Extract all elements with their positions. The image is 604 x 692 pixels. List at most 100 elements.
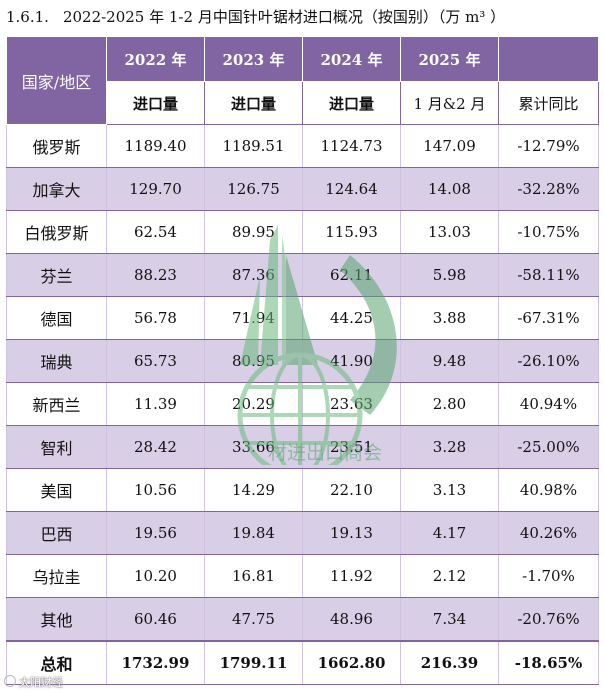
value-2022-cell: 10.20 [106, 554, 205, 598]
region-cell: 芬兰 [6, 253, 107, 297]
value-2022-cell: 60.46 [106, 597, 205, 642]
yoy-cell: -12.79% [498, 124, 599, 168]
table-row: 巴西 19.56 19.84 19.13 4.17 40.26% [6, 511, 599, 555]
value-2024-cell: 23.51 [302, 425, 401, 469]
value-2022-cell: 19.56 [106, 511, 205, 555]
year-header-2023: 2023 年 [204, 36, 303, 82]
region-cell: 智利 [6, 425, 107, 469]
value-2023-cell: 16.81 [204, 554, 303, 598]
value-2025-cell: 3.13 [400, 468, 499, 512]
region-cell: 巴西 [6, 511, 107, 555]
yoy-cell: -1.70% [498, 554, 599, 598]
value-2022-cell: 10.56 [106, 468, 205, 512]
value-2023-cell: 87.36 [204, 253, 303, 297]
source-logo-icon [4, 675, 16, 687]
value-2024-cell: 124.64 [302, 167, 401, 211]
year-header-2025: 2025 年 [400, 36, 499, 82]
year-header-2022: 2022 年 [106, 36, 205, 82]
value-2025-cell: 3.28 [400, 425, 499, 469]
table-row: 白俄罗斯 62.54 89.95 115.93 13.03 -10.75% [6, 210, 599, 254]
table-row: 俄罗斯 1189.40 1189.51 1124.73 147.09 -12.7… [6, 124, 599, 168]
yoy-cell: 40.26% [498, 511, 599, 555]
value-2024-cell: 41.90 [302, 339, 401, 383]
source-watermark-text: 太阳财经 [19, 676, 63, 689]
value-2023-cell: 126.75 [204, 167, 303, 211]
value-2023-cell: 19.84 [204, 511, 303, 555]
yoy-cell: -26.10% [498, 339, 599, 383]
value-2024-cell: 22.10 [302, 468, 401, 512]
value-2025-cell: 2.12 [400, 554, 499, 598]
value-2025-cell: 7.34 [400, 597, 499, 642]
value-2024-cell: 11.92 [302, 554, 401, 598]
table-caption: 1.6.1. 2022-2025 年 1-2 月中国针叶锯材进口概况（按国别）（万… [6, 8, 505, 26]
value-2023-cell: 71.94 [204, 296, 303, 340]
value-2022-cell: 11.39 [106, 382, 205, 426]
subheader-jan-feb-2025: 1 月&2 月 [400, 81, 499, 125]
year-header-2024: 2024 年 [302, 36, 401, 82]
yoy-cell: -10.75% [498, 210, 599, 254]
yoy-cell: 40.98% [498, 468, 599, 512]
region-cell: 俄罗斯 [6, 124, 107, 168]
region-column-header: 国家/地区 [6, 36, 107, 125]
value-2024-cell: 23.63 [302, 382, 401, 426]
value-2024-cell: 19.13 [302, 511, 401, 555]
value-2025-cell: 13.03 [400, 210, 499, 254]
total-2025-cell: 216.39 [400, 640, 499, 685]
value-2023-cell: 14.29 [204, 468, 303, 512]
value-2025-cell: 2.80 [400, 382, 499, 426]
region-cell: 其他 [6, 597, 107, 642]
caption-title: 2022-2025 年 1-2 月中国针叶锯材进口概况（按国别）（万 m³ ） [62, 8, 506, 26]
value-2023-cell: 80.95 [204, 339, 303, 383]
yoy-cell: 40.94% [498, 382, 599, 426]
value-2022-cell: 1189.40 [106, 124, 205, 168]
region-cell: 新西兰 [6, 382, 107, 426]
region-cell: 德国 [6, 296, 107, 340]
table-row: 其他 60.46 47.75 48.96 7.34 -20.76% [6, 597, 599, 642]
total-label-cell: 总和 [6, 640, 107, 685]
value-2022-cell: 56.78 [106, 296, 205, 340]
subheader-import-2024: 进口量 [302, 81, 401, 125]
yoy-cell: -67.31% [498, 296, 599, 340]
table-row: 智利 28.42 33.66 23.51 3.28 -25.00% [6, 425, 599, 469]
caption-number: 1.6.1. [6, 8, 49, 26]
table-row: 乌拉圭 10.20 16.81 11.92 2.12 -1.70% [6, 554, 599, 598]
value-2022-cell: 129.70 [106, 167, 205, 211]
subheader-import-2023: 进口量 [204, 81, 303, 125]
yoy-cell: -25.00% [498, 425, 599, 469]
table-row: 美国 10.56 14.29 22.10 3.13 40.98% [6, 468, 599, 512]
subheader-import-2022: 进口量 [106, 81, 205, 125]
value-2023-cell: 47.75 [204, 597, 303, 642]
yoy-cell: -20.76% [498, 597, 599, 642]
value-2024-cell: 62.11 [302, 253, 401, 297]
total-2022-cell: 1732.99 [106, 640, 205, 685]
value-2025-cell: 3.88 [400, 296, 499, 340]
total-2023-cell: 1799.11 [204, 640, 303, 685]
total-row: 总和 1732.99 1799.11 1662.80 216.39 -18.65… [6, 640, 599, 685]
value-2022-cell: 62.54 [106, 210, 205, 254]
value-2024-cell: 1124.73 [302, 124, 401, 168]
value-2023-cell: 33.66 [204, 425, 303, 469]
value-2022-cell: 65.73 [106, 339, 205, 383]
total-yoy-cell: -18.65% [498, 640, 599, 685]
value-2025-cell: 147.09 [400, 124, 499, 168]
table-row: 瑞典 65.73 80.95 41.90 9.48 -26.10% [6, 339, 599, 383]
value-2024-cell: 48.96 [302, 597, 401, 642]
value-2025-cell: 9.48 [400, 339, 499, 383]
region-cell: 加拿大 [6, 167, 107, 211]
value-2023-cell: 1189.51 [204, 124, 303, 168]
table-row: 新西兰 11.39 20.29 23.63 2.80 40.94% [6, 382, 599, 426]
table-row: 芬兰 88.23 87.36 62.11 5.98 -58.11% [6, 253, 599, 297]
yoy-cell: -32.28% [498, 167, 599, 211]
value-2022-cell: 28.42 [106, 425, 205, 469]
total-2024-cell: 1662.80 [302, 640, 401, 685]
region-cell: 白俄罗斯 [6, 210, 107, 254]
value-2022-cell: 88.23 [106, 253, 205, 297]
value-2024-cell: 44.25 [302, 296, 401, 340]
subheader-yoy: 累计同比 [498, 81, 599, 125]
value-2025-cell: 14.08 [400, 167, 499, 211]
region-cell: 瑞典 [6, 339, 107, 383]
region-cell: 乌拉圭 [6, 554, 107, 598]
table-row: 德国 56.78 71.94 44.25 3.88 -67.31% [6, 296, 599, 340]
value-2025-cell: 4.17 [400, 511, 499, 555]
yoy-cell: -58.11% [498, 253, 599, 297]
